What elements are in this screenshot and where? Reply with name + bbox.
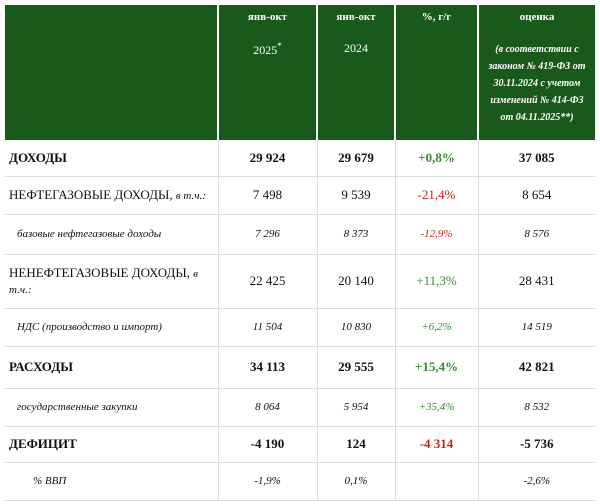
row-label: НДС (производство и импорт) [5, 308, 218, 347]
header-text: 2025 [253, 43, 278, 57]
header-note: (в соответствии с законом № 419-ФЗ от 30… [488, 44, 586, 123]
value-cell: 8 064 [217, 388, 317, 427]
header-row: янв-окт 2025* янв-окт 2024 %, г/г оценка (в… [5, 5, 595, 140]
label-text: государственные закупки [17, 401, 138, 413]
value-cell: -12,9% [394, 214, 478, 255]
header-text: %, г/г [421, 11, 452, 23]
table-row: базовые нефтегазовые доходы 7 296 8 373 -12… [5, 214, 595, 255]
value-cell: 124 [316, 426, 395, 463]
value-cell: 42 821 [477, 346, 595, 389]
label-text: ДЕФИЦИТ [9, 436, 77, 451]
value-cell: 14 519 [477, 308, 595, 347]
value-cell: 11 504 [217, 308, 317, 347]
label-text: РАСХОДЫ [9, 359, 73, 374]
row-label: государственные закупки [5, 388, 218, 427]
header-text: оценка [519, 11, 555, 23]
row-label: РАСХОДЫ [5, 346, 218, 389]
header-cell [5, 5, 218, 140]
value-cell: -1,9% [217, 462, 317, 501]
value-cell: 9 539 [316, 176, 395, 215]
table-body: ДОХОДЫ 29 924 29 679 +0,8% 37 085 НЕФТЕГАЗОВЫ… [5, 140, 595, 501]
value-cell: 8 532 [477, 388, 595, 427]
row-label: НЕНЕФТЕГАЗОВЫЕ ДОХОДЫ, в т.ч.: [5, 254, 218, 309]
label-text: базовые нефтегазовые доходы [17, 228, 162, 240]
value-cell: 8 654 [477, 176, 595, 215]
table-header: янв-окт 2025* янв-окт 2024 %, г/г оценка (в… [5, 5, 595, 140]
value-cell: 7 498 [217, 176, 317, 215]
value-cell: 37 085 [477, 140, 595, 177]
value-cell: 8 373 [316, 214, 395, 255]
value-cell: +15,4% [394, 346, 478, 389]
header-cell: %, г/г [394, 5, 478, 140]
value-cell: -4 190 [217, 426, 317, 463]
table-row: НЕНЕФТЕГАЗОВЫЕ ДОХОДЫ, в т.ч.: 22 425 20 1… [5, 254, 595, 309]
table-row: НЕФТЕГАЗОВЫЕ ДОХОДЫ, в т.ч.: 7 498 9 539 -2… [5, 176, 595, 215]
value-cell: 34 113 [217, 346, 317, 389]
budget-table: янв-окт 2025* янв-окт 2024 %, г/г оценка (в… [5, 5, 595, 501]
header-year: 2024 [344, 41, 368, 55]
header-year: 2025* [223, 41, 312, 58]
header-cell: янв-окт 2024 [316, 5, 395, 140]
label-text: НЕФТЕГАЗОВЫЕ ДОХОДЫ, [9, 187, 173, 202]
value-cell: 28 431 [477, 254, 595, 309]
value-cell: 0,1% [316, 462, 395, 501]
value-cell: 10 830 [316, 308, 395, 347]
table-row: % ВВП -1,9% 0,1% -2,6% [5, 462, 595, 501]
table-row: РАСХОДЫ 34 113 29 555 +15,4% 42 821 [5, 346, 595, 389]
header-cell: оценка (в соответствии с законом № 419-ФЗ… [477, 5, 595, 140]
label-text: ДОХОДЫ [9, 149, 67, 165]
value-cell: 5 954 [316, 388, 395, 427]
value-cell [394, 462, 478, 501]
row-label: % ВВП [5, 462, 218, 501]
label-note: в т.ч.: [175, 190, 206, 202]
value-cell: +11,3% [394, 254, 478, 309]
row-label: базовые нефтегазовые доходы [5, 214, 218, 255]
label-note: в т.ч.: [9, 268, 198, 296]
value-cell: -21,4% [394, 176, 478, 215]
value-cell: +35,4% [394, 388, 478, 427]
table-row: НДС (производство и импорт) 11 504 10 830 +… [5, 308, 595, 347]
value-cell: -2,6% [477, 462, 595, 501]
value-cell: 7 296 [217, 214, 317, 255]
label-text: НДС (производство и импорт) [17, 321, 162, 333]
value-cell: -4 314 [394, 426, 478, 463]
header-cell: янв-окт 2025* [217, 5, 317, 140]
table-row: государственные закупки 8 064 5 954 +35,4% 8… [5, 388, 595, 427]
value-cell: +6,2% [394, 308, 478, 347]
value-cell: 20 140 [316, 254, 395, 309]
value-cell: +0,8% [394, 140, 478, 177]
value-cell: 29 924 [217, 140, 317, 177]
label-text: НЕНЕФТЕГАЗОВЫЕ ДОХОДЫ, [9, 265, 190, 280]
label-text: % ВВП [33, 475, 67, 487]
value-cell: 8 576 [477, 214, 595, 255]
row-label: ДОХОДЫ [5, 140, 218, 177]
row-label: НЕФТЕГАЗОВЫЕ ДОХОДЫ, в т.ч.: [5, 176, 218, 215]
value-cell: 29 679 [316, 140, 395, 177]
footnote-mark: * [277, 41, 282, 51]
table-row: ДЕФИЦИТ -4 190 124 -4 314 -5 736 [5, 426, 595, 463]
value-cell: 22 425 [217, 254, 317, 309]
table-row: ДОХОДЫ 29 924 29 679 +0,8% 37 085 [5, 140, 595, 177]
value-cell: -5 736 [477, 426, 595, 463]
value-cell: 29 555 [316, 346, 395, 389]
header-text: янв-окт [247, 11, 288, 23]
header-text: янв-окт [336, 11, 376, 23]
row-label: ДЕФИЦИТ [5, 426, 218, 463]
